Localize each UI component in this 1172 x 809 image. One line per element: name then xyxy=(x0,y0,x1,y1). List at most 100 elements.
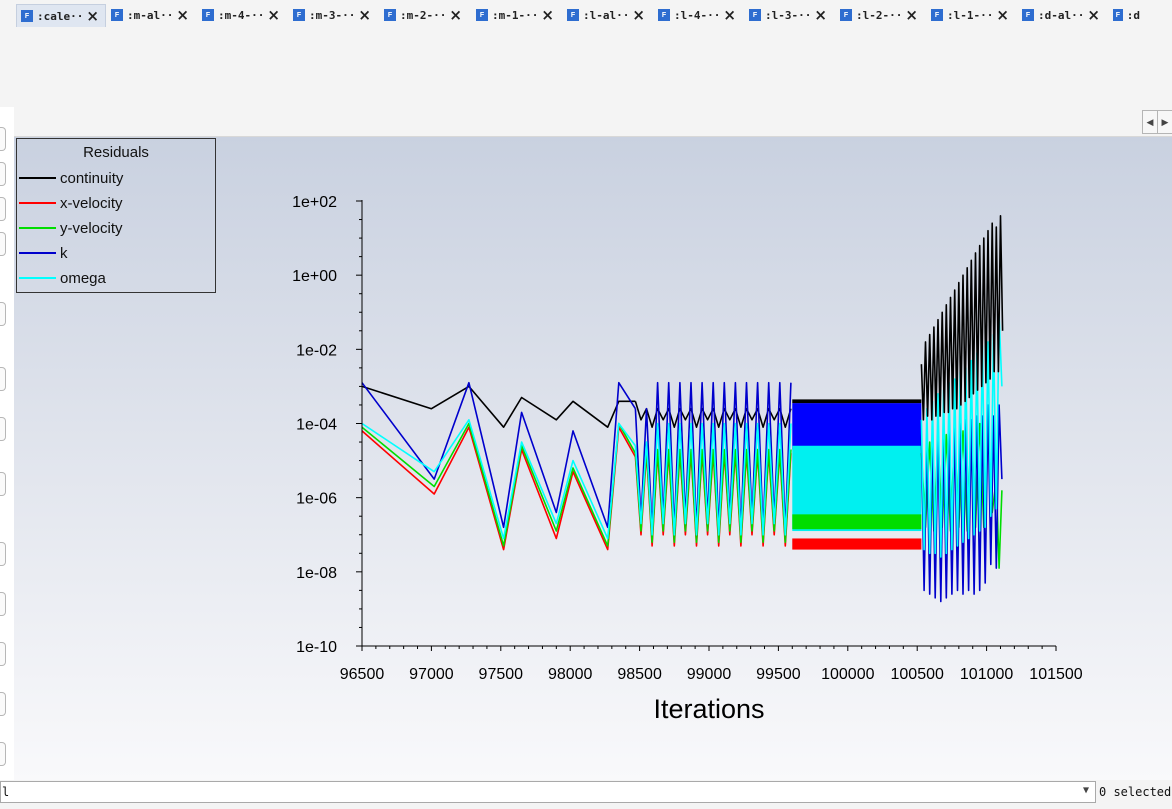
close-icon[interactable]: × xyxy=(814,6,827,24)
y-tick-label: 1e-06 xyxy=(296,491,337,508)
tab-1[interactable]: F :cale·· × xyxy=(16,4,106,27)
y-tick-label: 1e-04 xyxy=(296,417,337,434)
x-tick-label: 98500 xyxy=(617,666,662,683)
tab-label: :l-1-·· xyxy=(947,8,994,22)
tab-6[interactable]: F :m-1-·· × xyxy=(472,4,560,26)
tab-label: :m-3-·· xyxy=(309,8,356,22)
legend-label: y-velocity xyxy=(60,219,123,237)
x-tick-label: 98000 xyxy=(548,666,593,683)
legend-title: Residuals xyxy=(83,144,149,161)
tab-3[interactable]: F:m-4-·· × xyxy=(198,4,286,26)
tab-label: :d xyxy=(1126,8,1140,22)
file-icon: F xyxy=(567,9,579,21)
series-continuity-line xyxy=(920,215,1004,421)
legend-label: x-velocity xyxy=(60,194,123,212)
side-control[interactable] xyxy=(0,367,6,391)
side-control[interactable] xyxy=(0,197,6,221)
chevron-down-icon[interactable]: ▼ xyxy=(1082,785,1089,796)
file-icon: F xyxy=(111,9,123,21)
selection-dropdown[interactable]: l ▼ xyxy=(0,781,1096,803)
legend-item-y-velocity: y-velocity xyxy=(19,218,123,238)
file-icon: F xyxy=(384,9,396,21)
file-icon: F xyxy=(658,9,670,21)
close-icon[interactable]: × xyxy=(723,6,736,24)
close-icon[interactable]: × xyxy=(267,6,280,24)
legend-label: k xyxy=(60,244,68,262)
legend-label: continuity xyxy=(60,169,124,187)
close-icon[interactable]: × xyxy=(541,6,554,24)
side-control[interactable] xyxy=(0,417,6,441)
tab-scroll-right-icon[interactable]: ▶ xyxy=(1157,110,1172,134)
x-tick-label: 100500 xyxy=(891,666,944,683)
tab-label: :l-al·· xyxy=(583,8,630,22)
side-control[interactable] xyxy=(0,472,6,496)
close-icon[interactable]: × xyxy=(86,7,99,25)
file-icon: F xyxy=(840,9,852,21)
legend-item-omega: omega xyxy=(19,268,106,288)
y-tick-label: 1e-08 xyxy=(296,565,337,582)
legend-swatch xyxy=(19,202,56,204)
legend-item-k: k xyxy=(19,243,68,263)
legend-swatch xyxy=(19,252,56,254)
legend-swatch xyxy=(19,277,56,279)
x-tick-label: 99500 xyxy=(756,666,801,683)
tab-7[interactable]: F :l-al·· × xyxy=(563,4,651,26)
tab-13[interactable]: F:d xyxy=(1109,4,1140,26)
y-tick-label: 1e+02 xyxy=(292,194,337,211)
close-icon[interactable]: × xyxy=(905,6,918,24)
band-continuity xyxy=(792,399,922,404)
legend-item-continuity: continuity xyxy=(19,168,123,188)
close-icon[interactable]: × xyxy=(996,6,1009,24)
side-control[interactable] xyxy=(0,592,6,616)
series-continuity-line xyxy=(361,385,636,429)
y-tick-label: 1e+00 xyxy=(292,268,337,285)
series-omega-line xyxy=(634,422,792,536)
tab-label: :m-1-·· xyxy=(492,8,539,22)
x-tick-label: 99000 xyxy=(687,666,732,683)
tab-8[interactable]: F:l-4-·· × xyxy=(654,4,742,26)
tab-label: :l-3-·· xyxy=(765,8,812,22)
chart-legend: Residuals continuity x-velocity y-veloci… xyxy=(16,138,216,293)
close-icon[interactable]: × xyxy=(358,6,371,24)
side-control[interactable] xyxy=(0,692,6,716)
file-icon: F xyxy=(293,9,305,21)
close-icon[interactable]: × xyxy=(632,6,645,24)
legend-item-x-velocity: x-velocity xyxy=(19,193,123,213)
close-icon[interactable]: × xyxy=(176,6,189,24)
side-control[interactable] xyxy=(0,162,6,186)
file-icon: F xyxy=(202,9,214,21)
file-icon: F xyxy=(476,9,488,21)
graphics-tab-bar xyxy=(14,107,1172,137)
series-continuity-line xyxy=(634,401,792,429)
close-icon[interactable]: × xyxy=(449,6,462,24)
tab-12[interactable]: F:d-al·· × xyxy=(1018,4,1106,26)
tab-10[interactable]: F :l-2-·· × xyxy=(836,4,924,26)
tab-label: :cale·· xyxy=(37,9,84,23)
toolbar-area xyxy=(0,0,1172,107)
close-icon[interactable]: × xyxy=(1087,6,1100,24)
tab-2[interactable]: F :m-al·· × xyxy=(107,4,195,26)
tab-5[interactable]: F:m-2-·· × xyxy=(380,4,468,26)
side-control[interactable] xyxy=(0,542,6,566)
side-control[interactable] xyxy=(0,232,6,256)
side-control[interactable] xyxy=(0,302,6,326)
tab-label: :m-al·· xyxy=(127,8,174,22)
side-control[interactable] xyxy=(0,127,6,151)
band-y-velocity xyxy=(792,514,922,530)
file-icon: F xyxy=(21,10,33,22)
tab-label: :l-2-·· xyxy=(856,8,903,22)
selected-count: 0 selected xyxy=(1099,785,1172,799)
band-x-velocity xyxy=(792,538,922,550)
tab-4[interactable]: F :m-3-·· × xyxy=(289,4,377,26)
x-tick-label: 101000 xyxy=(960,666,1013,683)
x-tick-label: 97000 xyxy=(409,666,454,683)
series-k-line xyxy=(361,381,637,529)
legend-label: omega xyxy=(60,269,106,287)
series-y-velocity-line xyxy=(361,422,637,547)
side-control[interactable] xyxy=(0,642,6,666)
tab-11[interactable]: F:l-1-·· × xyxy=(927,4,1015,26)
band-k xyxy=(792,403,922,450)
side-control[interactable] xyxy=(0,742,6,766)
tab-9[interactable]: F:l-3-·· × xyxy=(745,4,833,26)
